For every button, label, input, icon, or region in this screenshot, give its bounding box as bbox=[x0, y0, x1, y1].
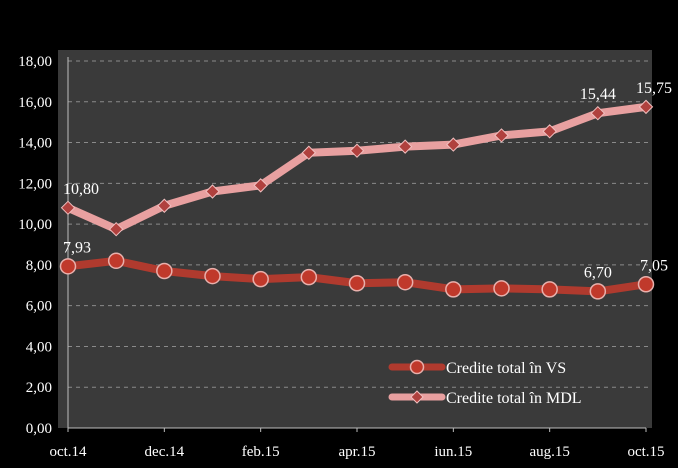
data-label: 15,44 bbox=[580, 86, 616, 103]
x-tick-label: aug.15 bbox=[529, 444, 569, 460]
data-point bbox=[300, 268, 318, 286]
data-point bbox=[445, 281, 462, 298]
y-tick-label: 2,00 bbox=[26, 380, 52, 396]
x-tick-label: iun.15 bbox=[434, 444, 472, 460]
grid-lines bbox=[68, 60, 652, 388]
data-point bbox=[542, 124, 557, 139]
data-point bbox=[253, 178, 268, 193]
axes bbox=[67, 57, 647, 432]
data-label: 6,70 bbox=[584, 264, 612, 281]
data-point bbox=[301, 145, 317, 160]
y-tick-label: 0,00 bbox=[26, 421, 52, 437]
data-labels: 7,93 6,70 7,05 10,80 15,44 15,75 bbox=[63, 80, 672, 282]
data-point bbox=[494, 128, 509, 143]
x-tick-label: feb.15 bbox=[242, 444, 280, 460]
x-tick-label: apr.15 bbox=[338, 444, 375, 460]
data-label: 7,93 bbox=[63, 239, 91, 256]
plot-area bbox=[58, 50, 652, 428]
data-label: 7,05 bbox=[640, 257, 668, 274]
data-point bbox=[349, 143, 365, 158]
data-point bbox=[107, 252, 125, 270]
data-point bbox=[396, 273, 414, 291]
x-tick-label: oct.15 bbox=[627, 444, 664, 460]
legend-label: Credite total în VS bbox=[446, 360, 566, 377]
data-point bbox=[348, 274, 366, 292]
x-tick-label: dec.14 bbox=[145, 444, 185, 460]
data-point bbox=[638, 99, 654, 115]
y-tick-label: 14,00 bbox=[18, 136, 52, 152]
y-tick-label: 6,00 bbox=[26, 299, 52, 315]
data-point bbox=[108, 222, 124, 237]
y-tick-label: 4,00 bbox=[26, 339, 52, 355]
y-axis-ticks: 0,00 2,00 4,00 6,00 8,00 10,00 12,00 14,00 16,00… bbox=[18, 54, 52, 437]
data-point bbox=[397, 139, 413, 154]
data-point bbox=[59, 258, 77, 275]
legend-marker bbox=[410, 390, 424, 404]
y-tick-label: 8,00 bbox=[26, 258, 52, 274]
legend-marker bbox=[409, 359, 425, 375]
data-label: 10,80 bbox=[63, 181, 99, 198]
data-point bbox=[541, 281, 558, 298]
legend: Credite total în VS Credite total în MDL bbox=[388, 359, 582, 407]
data-label: 15,75 bbox=[636, 80, 672, 97]
data-point bbox=[204, 267, 221, 285]
x-axis-ticks: oct.14 dec.14 feb.15 apr.15 iun.15 aug.15 oct.… bbox=[49, 444, 664, 460]
y-tick-label: 12,00 bbox=[18, 176, 52, 192]
data-point bbox=[205, 184, 220, 199]
legend-label: Credite total în MDL bbox=[446, 390, 582, 407]
y-tick-label: 10,00 bbox=[18, 217, 52, 233]
data-point bbox=[589, 283, 607, 300]
series-layer bbox=[59, 99, 655, 300]
data-point bbox=[637, 276, 655, 293]
y-tick-label: 18,00 bbox=[18, 54, 52, 70]
data-point bbox=[156, 262, 173, 280]
data-point bbox=[252, 270, 269, 288]
data-point bbox=[493, 280, 510, 297]
data-point bbox=[157, 198, 172, 213]
x-tick-label: oct.14 bbox=[49, 444, 87, 460]
y-tick-label: 16,00 bbox=[18, 95, 52, 111]
data-point bbox=[60, 200, 76, 216]
data-point bbox=[590, 105, 606, 121]
data-point bbox=[446, 137, 461, 152]
